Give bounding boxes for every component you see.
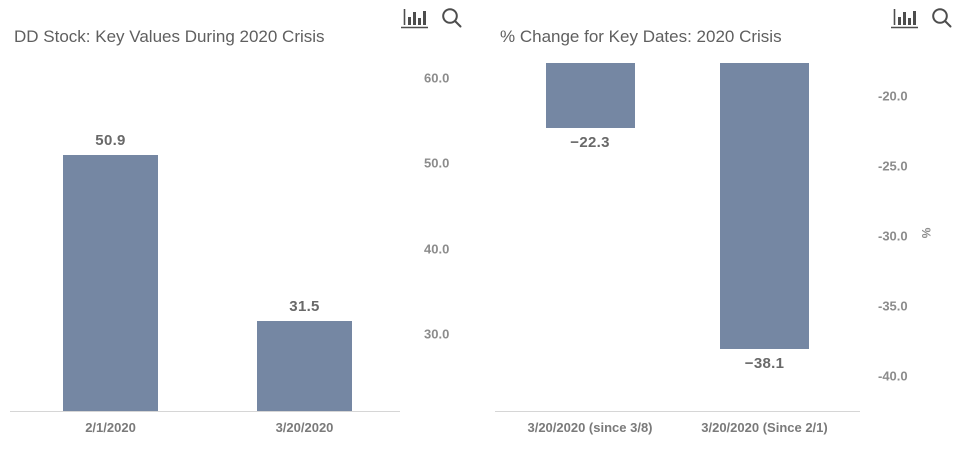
x-axis-category-label: 3/20/2020 (since 3/8)	[527, 420, 653, 435]
bar-value-label: 50.9	[95, 132, 126, 150]
x-axis-line	[10, 411, 400, 412]
chart-toolbar	[891, 7, 952, 29]
y-axis-tick-label: -30.0	[878, 228, 908, 244]
zoom-search-icon[interactable]	[931, 7, 952, 28]
y-axis-tick-label: 40.0	[424, 241, 450, 257]
x-axis-category-label: 3/20/2020	[275, 420, 334, 435]
bar[interactable]	[720, 63, 809, 350]
bar-value-label: 31.5	[289, 298, 320, 316]
chart-toolbar	[401, 7, 462, 29]
plot-area: 60.0 50.0 40.0 30.0 50.9 2/1/2020 31.5 3/20/202…	[10, 70, 450, 435]
bar-value-label: −22.3	[570, 134, 610, 152]
y-axis-title: %	[919, 227, 933, 239]
x-axis-category-label: 2/1/2020	[85, 420, 136, 435]
chart-title: % Change for Key Dates: 2020 Crisis	[500, 27, 782, 46]
y-axis-tick-label: -20.0	[878, 88, 908, 104]
y-axis-tick-label: -35.0	[878, 298, 908, 314]
plot-area: -20.0 -25.0 -30.0 -35.0 -40.0% −22.3 3/20/2020…	[480, 0, 959, 467]
bar[interactable]	[545, 63, 635, 129]
pct-change-chart-panel: % Change for Key Dates: 2020 Crisis	[480, 0, 959, 467]
zoom-search-icon[interactable]	[441, 7, 462, 28]
x-axis-category-label: 3/20/2020 (Since 2/1)	[701, 420, 828, 435]
bar[interactable]	[257, 321, 352, 411]
bar-chart-icon[interactable]	[401, 7, 428, 29]
y-axis-tick-label: 60.0	[424, 70, 450, 86]
chart-title: DD Stock: Key Values During 2020 Crisis	[14, 27, 325, 46]
x-axis-line	[495, 411, 860, 412]
bar[interactable]	[63, 155, 158, 411]
bar-chart-icon[interactable]	[891, 7, 918, 29]
y-axis-tick-label: -25.0	[878, 158, 908, 174]
y-axis-tick-label: 30.0	[424, 326, 450, 342]
y-axis-tick-label: 50.0	[424, 155, 450, 171]
y-axis-tick-label: -40.0	[878, 368, 908, 384]
dd-stock-chart-panel: DD Stock: Key Values During 2020 Crisis	[10, 7, 462, 435]
bar-value-label: −38.1	[744, 355, 785, 373]
